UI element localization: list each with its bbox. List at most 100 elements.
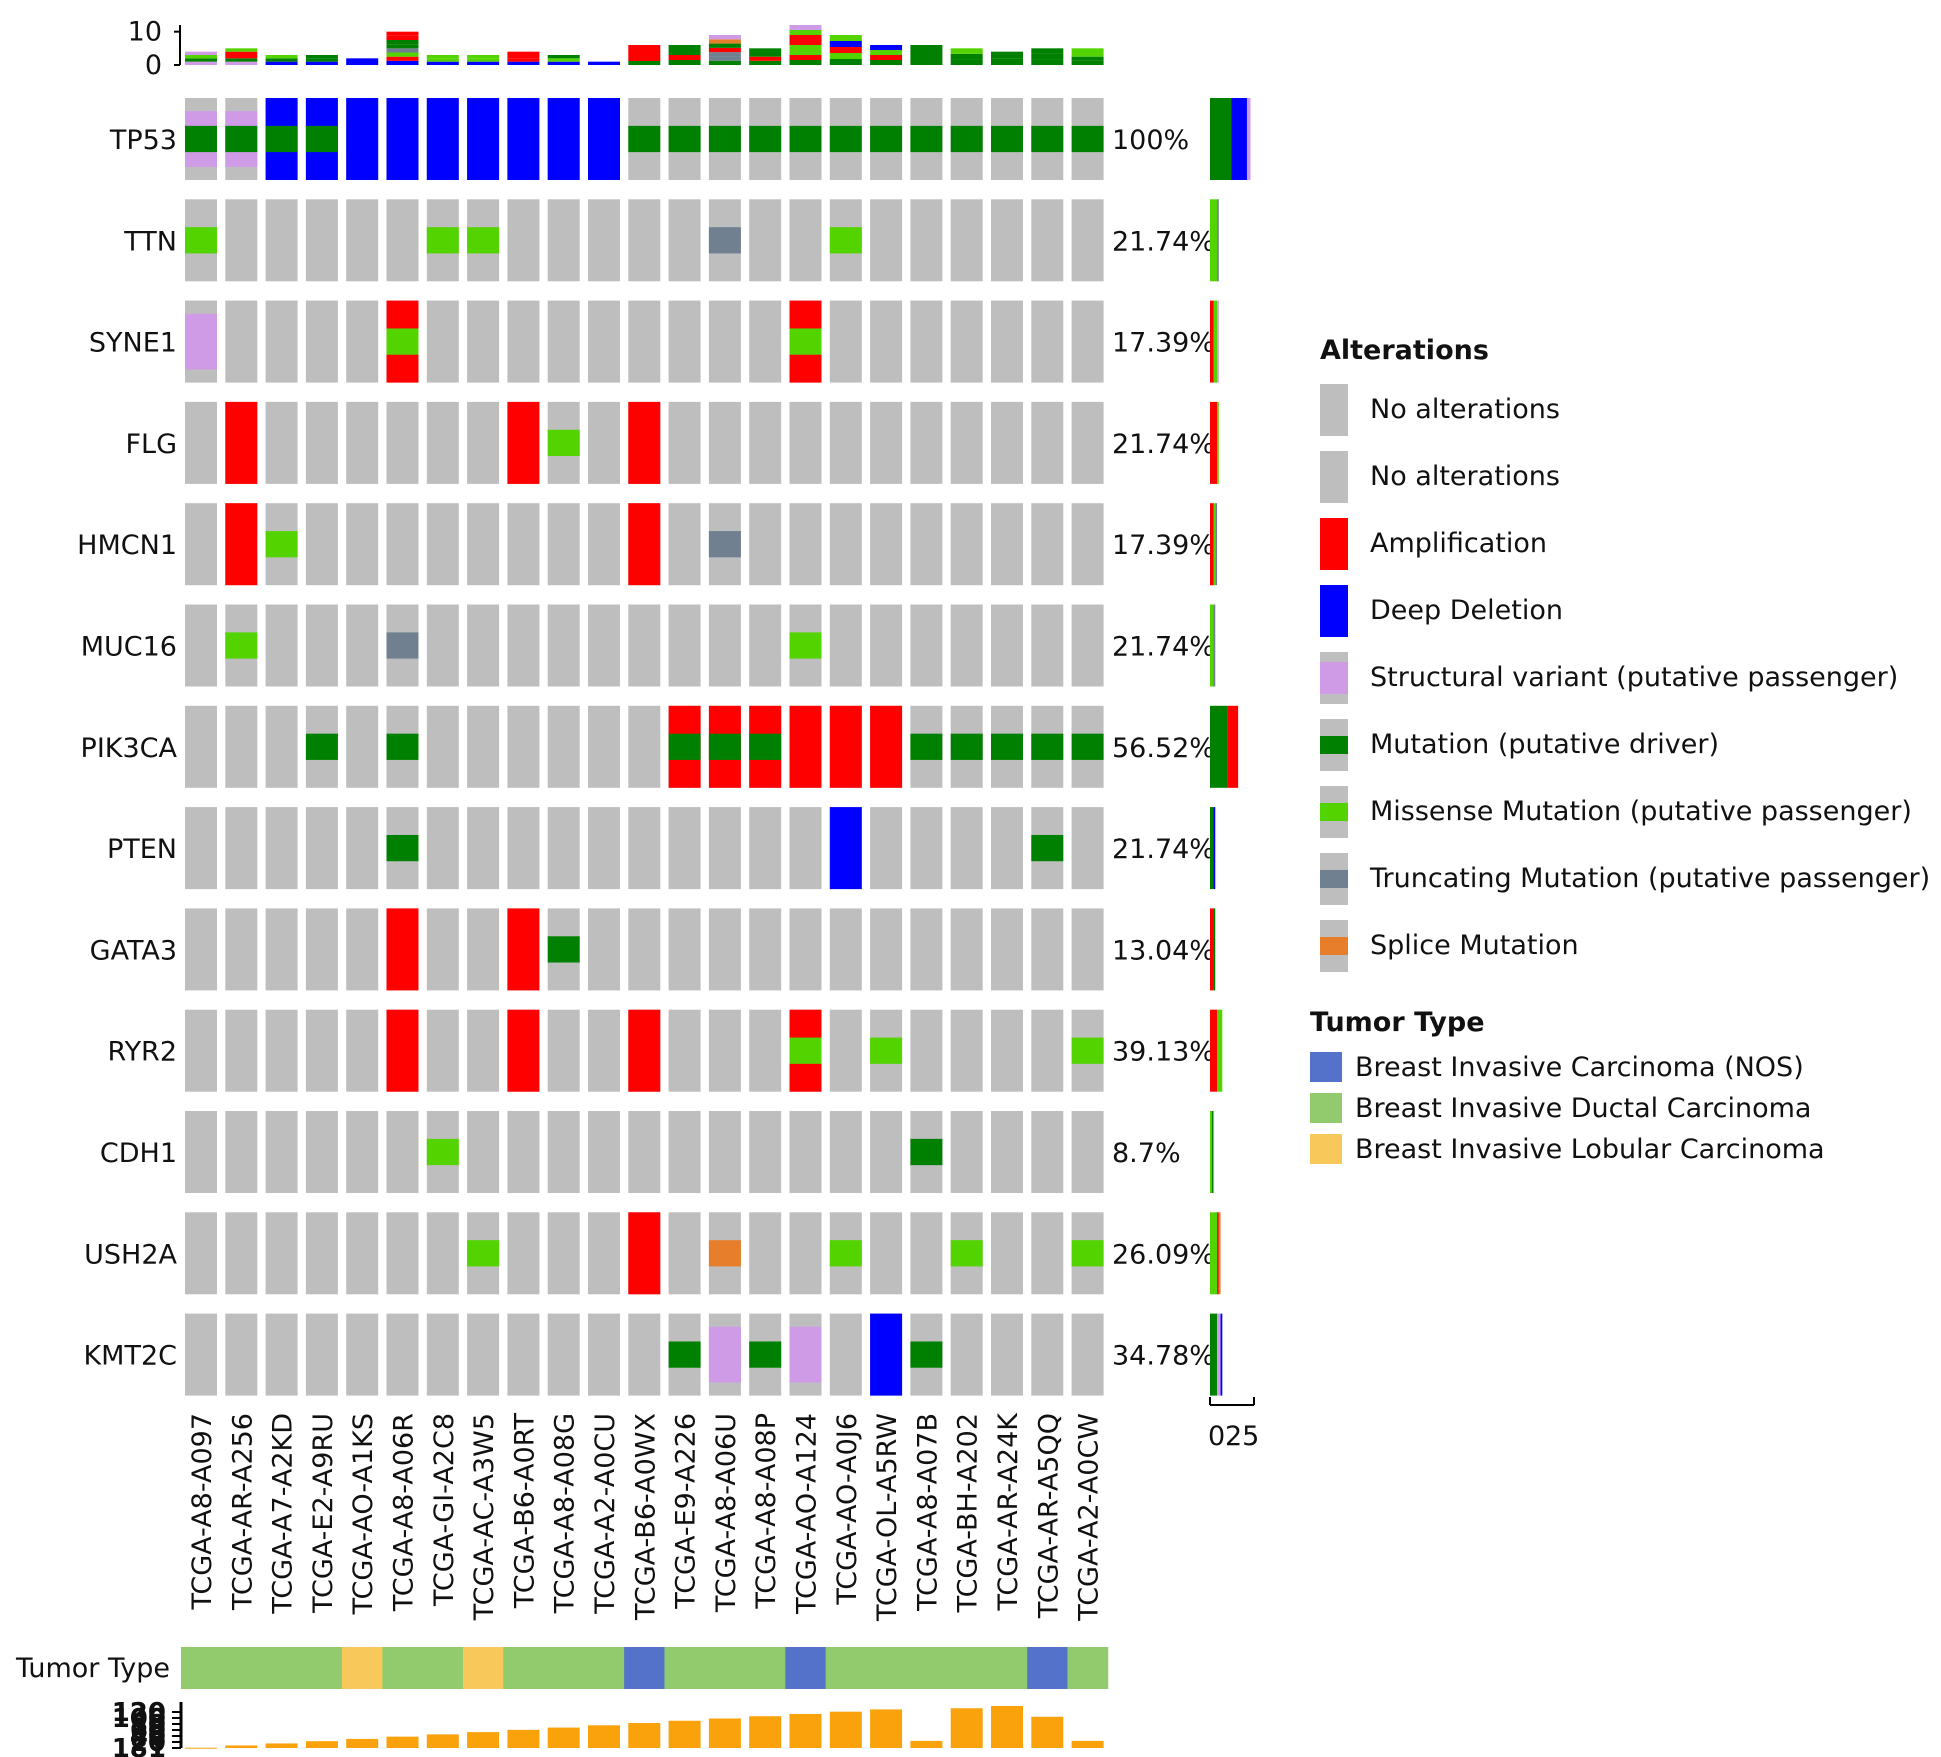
gene-percentage: 21.74% [1112,226,1215,257]
oncoprint-cell [1031,1313,1064,1396]
oncoprint-cell [829,604,862,687]
top-bar-segment [225,58,258,62]
sample-label: TCGA-A7-A2KD [268,1413,299,1615]
sample-label: TCGA-AR-A24K [993,1412,1024,1612]
top-bar-segment [668,55,701,60]
alteration-mark [708,531,741,558]
alteration-mark [305,733,338,760]
alteration-mark [789,1326,822,1383]
oncoprint-cell [829,401,862,484]
oncoprint-cell [507,705,540,788]
oncoprint-cell [185,401,217,484]
oncoprint-cell [185,1009,217,1092]
oncoprint-cell [708,807,741,890]
oncoprint-cell [991,199,1023,282]
alteration-mark [467,98,500,180]
bottom-bar [870,1709,903,1748]
oncoprint-cell [910,1212,943,1295]
tumor-type-swatch [1310,1134,1342,1164]
side-bar-segment [1213,908,1216,991]
alteration-mark [467,1240,500,1267]
sample-label: TCGA-AR-A256 [227,1413,258,1611]
oncoprint-cell [749,199,782,282]
legend-label: Structural variant (putative passenger) [1370,662,1899,693]
oncoprint-cell [708,1009,741,1092]
bottom-bar-tick-label: 120 [112,1698,166,1728]
oncoprint-cell [789,503,822,586]
oncoprint-cell [749,807,782,890]
oncoprint-cell [991,1313,1023,1396]
sample-label: TCGA-A8-A097 [187,1413,218,1611]
tumor-type-label: Tumor Type [15,1653,170,1684]
top-bar-segment [789,50,822,55]
legend-label: Deep Deletion [1370,595,1563,626]
oncoprint-cell [829,1313,862,1396]
sample-label: TCGA-A8-A08G [550,1413,581,1614]
oncoprint-cell [789,401,822,484]
oncoprint-cell [1031,908,1064,991]
alteration-mark [708,733,741,760]
legend-label: Truncating Mutation (putative passenger) [1370,863,1931,894]
alteration-mark [870,1313,903,1396]
oncoprint-cell [386,503,419,586]
oncoprint-cell [346,807,379,890]
oncoprint-cell [225,807,258,890]
bottom-bar [265,1743,298,1748]
tumor-type-legend-label: Breast Invasive Lobular Carcinoma [1355,1134,1825,1165]
side-bar-segment [1217,300,1219,383]
top-bar-segment [668,50,701,55]
oncoprint-cell [547,1313,580,1396]
gene-percentage: 56.52% [1112,733,1215,764]
oncoprint-cell [346,604,379,687]
oncoprint-cell [305,503,338,586]
top-bar-segment [708,47,741,53]
oncoprint-cell [991,807,1023,890]
oncoprint-cell [910,401,943,484]
legend-item: No alterations [1300,376,1920,443]
oncoprint-cell [305,401,338,484]
tumor-type-swatch [1310,1093,1342,1123]
oncoprint-cell [386,1313,419,1396]
top-bar-segment [708,39,741,44]
alteration-mark [1031,125,1064,153]
top-bar-segment [870,50,903,55]
top-bar-segment [628,57,661,61]
alteration-mark [870,705,903,788]
oncoprint-cell [628,199,661,282]
top-bar-segment [829,35,862,41]
gene-percentage: 13.04% [1112,935,1215,966]
alteration-mark [185,227,217,254]
gene-percentage: 26.09% [1112,1239,1215,1270]
top-bar-segment [305,55,338,59]
tumor-type-cell [342,1647,383,1689]
oncoprint-cell [870,908,903,991]
bottom-bar-tick-label: 181 [112,1734,166,1757]
tumor-type-cell [422,1647,464,1689]
legend-item: No alterations [1300,443,1920,510]
side-bar-segment [1211,1111,1214,1193]
top-bar-segment [346,58,379,65]
oncoprint-cell [265,807,298,890]
oncoprint-cell [547,503,580,586]
oncoprint-cell [1071,908,1104,991]
oncoprint-cell [829,300,862,383]
oncoprint-cell [588,401,620,484]
alteration-mark [386,733,419,760]
sample-label: TCGA-OL-A5RW [872,1413,903,1622]
oncoprint-cell [467,908,500,991]
top-bar-segment [829,41,862,47]
top-bar-segment [507,61,540,65]
top-bar-segment [628,53,661,57]
tumor-type-cell [865,1647,907,1689]
oncoprint-cell [265,908,298,991]
top-bar-segment [628,45,661,49]
gene-label: MUC16 [81,632,177,663]
oncoprint-cell [225,1111,258,1193]
legend-swatch [1320,518,1348,570]
top-bar-tick-label: 10 [128,17,162,48]
oncoprint-cell [547,199,580,282]
tumor-type-cell [745,1647,786,1689]
oncoprint-cell [708,908,741,991]
top-bar-segment [426,61,459,65]
bottom-bar [588,1725,620,1748]
